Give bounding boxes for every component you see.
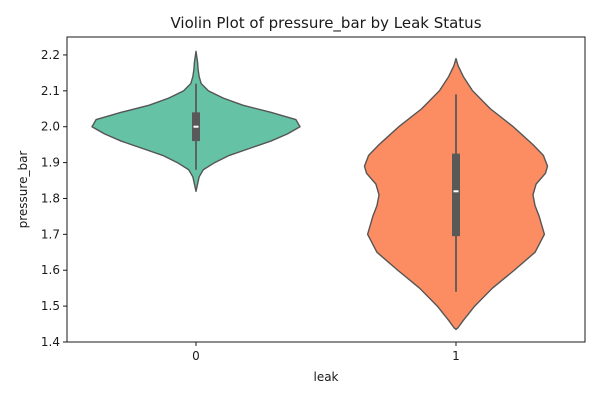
y-tick-label: 2.1	[41, 84, 60, 98]
y-tick-label: 1.5	[41, 299, 60, 313]
violin-iqr-box-1	[452, 153, 460, 237]
y-tick-label: 1.9	[41, 156, 60, 170]
chart-title: Violin Plot of pressure_bar by Leak Stat…	[170, 14, 481, 33]
x-axis-title: leak	[313, 370, 338, 384]
y-tick-label: 2.0	[41, 120, 60, 134]
y-axis-title: pressure_bar	[16, 151, 30, 229]
y-tick-label: 1.8	[41, 191, 60, 205]
x-tick-label: 1	[452, 349, 460, 363]
violins-layer	[91, 50, 549, 331]
y-tick-label: 1.6	[41, 263, 60, 277]
y-tick-label: 2.2	[41, 48, 60, 62]
x-tick-label: 0	[192, 349, 200, 363]
y-tick-label: 1.7	[41, 227, 60, 241]
y-axis: 1.4 1.5 1.6 1.7 1.8 1.9 2.0 2.1 2.2	[41, 48, 67, 349]
y-tick-label: 1.4	[41, 335, 60, 349]
plot-frame	[66, 36, 586, 343]
